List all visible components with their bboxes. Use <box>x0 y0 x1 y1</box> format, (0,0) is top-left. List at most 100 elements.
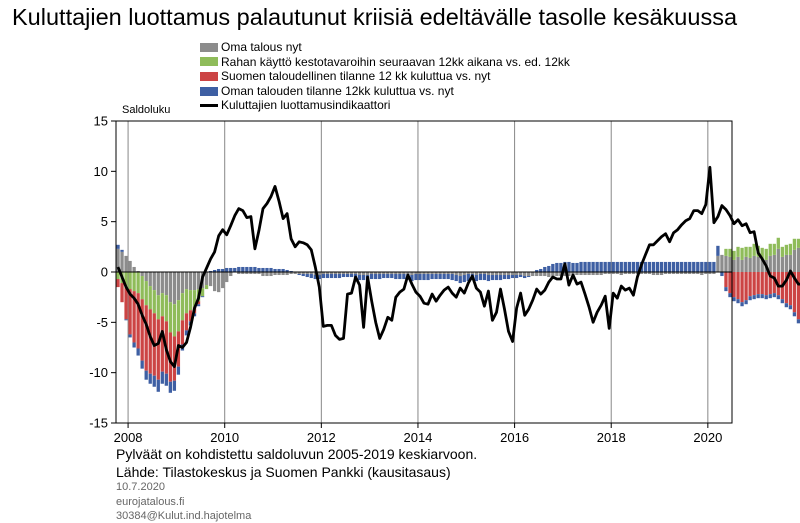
bar-segment <box>249 266 253 272</box>
bar-segment <box>200 288 205 297</box>
bar-segment <box>587 261 591 272</box>
bar-segment <box>430 274 434 280</box>
bar-segment <box>744 256 748 272</box>
bar-segment <box>349 274 354 278</box>
bar-segment <box>237 272 241 275</box>
bar-segment <box>611 272 615 275</box>
bar-segment <box>136 348 140 356</box>
bar-segment <box>450 274 454 281</box>
legend-label: Oman talouden tilanne 12kk kuluttua vs. … <box>221 83 454 98</box>
bar-segment <box>289 270 293 272</box>
bar-segment <box>394 274 398 280</box>
bar-segment <box>732 250 736 260</box>
bar-segment <box>752 295 756 300</box>
bar-segment <box>607 272 611 275</box>
bar-segment <box>245 272 249 275</box>
y-tick-label: 5 <box>101 214 108 229</box>
bar-segment <box>184 272 189 290</box>
bar-segment <box>647 272 652 275</box>
bar-segment <box>124 288 128 320</box>
bar-segment <box>249 272 253 275</box>
bar-segment <box>523 272 527 277</box>
bar-segment <box>265 272 269 277</box>
bar-segment <box>241 266 245 272</box>
bar-segment <box>329 274 334 279</box>
bar-segment <box>410 275 414 282</box>
y-tick-label: 15 <box>94 114 108 129</box>
bar-segment <box>341 272 346 275</box>
bar-segment <box>196 272 201 290</box>
bar-segment <box>728 293 732 298</box>
bar-segment <box>378 274 382 280</box>
bar-segment <box>595 261 599 272</box>
bar-segment <box>164 373 168 386</box>
bar-segment <box>796 247 800 272</box>
bar-segment <box>555 272 559 277</box>
bar-segment <box>482 274 487 281</box>
bar-segment <box>337 274 342 279</box>
bar-segment <box>575 262 579 272</box>
bar-segment <box>446 272 450 275</box>
bar-segment <box>627 272 631 275</box>
bar-segment <box>402 272 406 275</box>
bar-segment <box>615 261 619 272</box>
bar-segment <box>623 272 627 275</box>
bar-segment <box>402 274 406 280</box>
bar-segment <box>353 272 358 275</box>
bar-segment <box>655 272 660 276</box>
bar-segment <box>337 272 342 275</box>
bar-segment <box>696 261 700 272</box>
bar-segment <box>140 276 144 300</box>
bar-segment <box>136 293 140 349</box>
y-tick-label: -10 <box>89 365 108 380</box>
bar-segment <box>390 274 394 279</box>
bar-segment <box>792 249 797 272</box>
bar-segment <box>156 272 160 296</box>
bar-segment <box>535 269 539 272</box>
bar-segment <box>442 272 446 275</box>
bar-segment <box>128 260 132 272</box>
bar-segment <box>305 272 309 275</box>
x-tick-label: 2008 <box>114 430 143 445</box>
bar-segment <box>543 266 547 272</box>
bar-segment <box>567 261 571 272</box>
bar-segment <box>184 313 189 331</box>
bar-segment <box>623 261 627 272</box>
bar-segment <box>132 266 136 272</box>
bar-segment <box>744 300 748 305</box>
bar-segment <box>225 272 229 283</box>
bar-segment <box>684 272 688 275</box>
bar-segment <box>772 293 776 298</box>
bar-segment <box>740 272 744 303</box>
bar-segment <box>627 261 631 272</box>
bar-segment <box>748 272 752 297</box>
y-tick-label: 10 <box>94 164 108 179</box>
bar-segment <box>325 274 330 279</box>
bar-segment <box>132 291 136 343</box>
legend-item-oma-talous-12kk: Oman talouden tilanne 12kk kuluttua vs. … <box>200 84 570 99</box>
bar-segment <box>132 342 136 348</box>
bar-segment <box>720 254 724 272</box>
bar-segment <box>422 272 426 275</box>
bar-segment <box>603 272 607 275</box>
bar-segment <box>422 274 426 281</box>
bar-segment <box>768 255 772 272</box>
bar-segment <box>796 272 800 320</box>
bar-segment <box>756 272 760 295</box>
bar-segment <box>651 261 656 272</box>
bar-segment <box>655 261 660 272</box>
bar-segment <box>724 287 728 292</box>
bar-segment <box>796 319 800 324</box>
bar-segment <box>482 272 487 275</box>
bar-segment <box>289 272 293 275</box>
bar-segment <box>454 275 458 282</box>
bar-segment <box>148 309 152 374</box>
legend-label: Oma talous nyt <box>221 40 302 54</box>
bar-segment <box>736 299 740 304</box>
bar-segment <box>704 272 708 275</box>
bar-segment <box>502 275 507 280</box>
bar-segment <box>180 320 185 345</box>
bar-segment <box>365 272 370 276</box>
bar-segment <box>772 243 776 255</box>
bar-segment <box>547 272 551 278</box>
